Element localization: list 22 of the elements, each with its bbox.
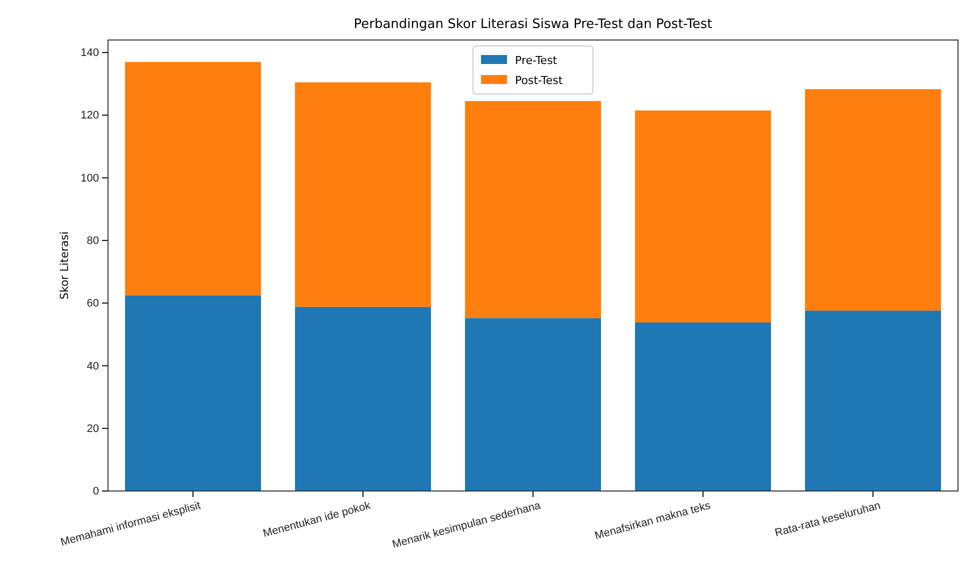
bar — [805, 89, 941, 311]
y-tick-label: 60 — [86, 298, 99, 310]
bar — [295, 82, 431, 307]
bar — [125, 62, 261, 296]
legend-label: Post-Test — [515, 74, 564, 87]
y-tick-label: 0 — [92, 486, 99, 498]
y-tick-label: 40 — [86, 360, 99, 372]
bar — [465, 318, 601, 491]
bar — [125, 295, 261, 491]
y-tick-label: 140 — [80, 47, 99, 60]
bar — [465, 101, 601, 318]
y-tick-label: 120 — [80, 110, 99, 122]
legend-label: Pre-Test — [515, 54, 558, 67]
y-tick-label: 100 — [80, 172, 99, 184]
y-axis-title: Skor Literasi — [58, 231, 71, 300]
chart-title: Perbandingan Skor Literasi Siswa Pre-Test dan Post-Test — [354, 17, 712, 32]
y-tick-label: 80 — [86, 234, 99, 247]
bar — [635, 110, 771, 322]
y-tick-label: 20 — [86, 422, 99, 435]
bar — [295, 306, 431, 491]
bar — [635, 322, 771, 491]
bar — [805, 310, 941, 491]
